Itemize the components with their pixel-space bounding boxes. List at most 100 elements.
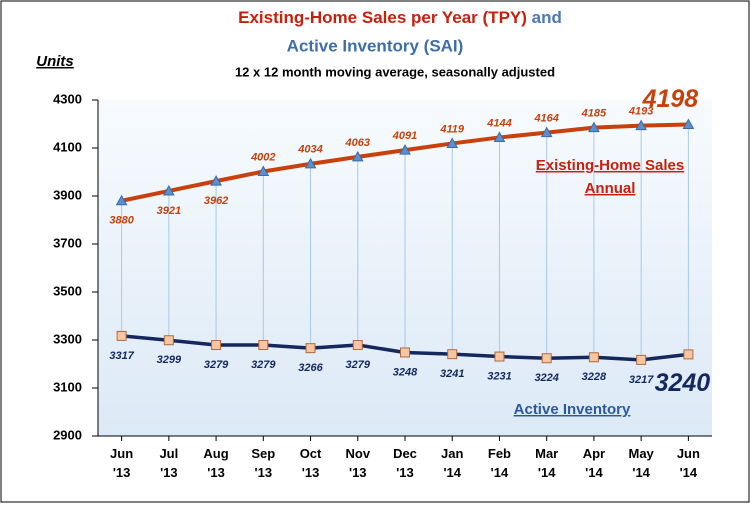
chart-subtitle: 12 x 12 month moving average, seasonally… <box>235 64 555 79</box>
value-label: 3279 <box>346 359 371 371</box>
value-label: 4091 <box>392 130 417 142</box>
y-tick-label: 3100 <box>53 379 82 394</box>
title-part: Existing-Home Sales per Year (TPY) <box>238 8 527 27</box>
x-tick-month: Jul <box>159 446 178 461</box>
marker <box>447 349 458 360</box>
marker <box>400 347 410 358</box>
chart-title-line2: Active Inventory (SAI) <box>287 36 464 55</box>
y-tick-label: 4100 <box>53 139 82 154</box>
x-tick-month: Mar <box>535 446 558 461</box>
value-label: 3241 <box>440 368 464 380</box>
x-tick-month: Sep <box>251 446 275 461</box>
marker <box>541 353 552 364</box>
x-tick-label: May '14 <box>629 446 655 480</box>
value-label: 4144 <box>486 117 511 129</box>
x-tick-month: Aug <box>203 446 228 461</box>
value-label: 3228 <box>582 371 607 383</box>
x-tick-label: Feb '14 <box>488 446 511 480</box>
marker <box>683 349 694 360</box>
value-label: 4063 <box>345 137 370 149</box>
title-part: and <box>532 8 562 27</box>
marker <box>304 157 317 169</box>
x-tick-label: Jul '13 <box>159 446 178 480</box>
x-tick-label: Dec '13 <box>393 446 417 480</box>
value-label: 3317 <box>109 350 134 362</box>
x-tick-year: '13 <box>349 465 367 480</box>
value-label: 3880 <box>109 215 134 227</box>
value-label: 3224 <box>534 372 558 384</box>
value-label: 4198 <box>642 85 699 113</box>
y-tick-label: 4300 <box>53 91 82 106</box>
x-tick-label: Sep '13 <box>251 446 275 480</box>
marker <box>116 330 127 341</box>
marker <box>211 340 222 351</box>
x-tick-year: '14 <box>491 465 509 480</box>
value-label: 3231 <box>487 370 511 382</box>
y-tick-label: 2900 <box>53 427 82 442</box>
x-tick-label: Apr '14 <box>583 446 605 480</box>
y-tick-label: 3900 <box>53 187 82 202</box>
marker <box>162 184 175 196</box>
x-tick-month: Jan <box>441 446 463 461</box>
x-tick-month: Oct <box>300 446 322 461</box>
x-tick-label: Nov '13 <box>345 446 370 480</box>
marker <box>446 137 459 148</box>
x-tick-label: Aug '13 <box>203 446 228 480</box>
value-label: 4185 <box>581 108 607 120</box>
value-label: 3248 <box>393 366 418 378</box>
marker <box>399 144 411 155</box>
y-axis-label: Units <box>36 53 74 70</box>
value-label: 3921 <box>157 205 181 217</box>
y-tick-label: 3700 <box>53 235 82 250</box>
value-label: 3279 <box>251 359 276 371</box>
value-label: 4164 <box>533 113 558 125</box>
x-tick-month: May <box>629 446 655 461</box>
x-tick-month: Dec <box>393 446 417 461</box>
value-label: 4193 <box>628 106 653 118</box>
x-tick-month: Jun <box>677 446 700 461</box>
annotation: Annual <box>585 180 636 197</box>
marker <box>682 118 695 129</box>
marker <box>352 340 363 351</box>
x-tick-year: '13 <box>113 465 131 480</box>
legend-label: Active Inventory <box>514 401 631 418</box>
marker <box>257 165 270 177</box>
marker <box>636 354 647 365</box>
marker <box>258 340 269 351</box>
value-label: 3217 <box>629 374 654 386</box>
x-tick-year: '13 <box>160 465 178 480</box>
marker <box>210 175 222 186</box>
x-tick-year: '13 <box>207 465 225 480</box>
marker <box>305 343 316 354</box>
marker <box>588 121 600 133</box>
x-tick-label: Jun '14 <box>677 446 700 480</box>
value-label: 3962 <box>204 195 228 207</box>
marker <box>115 194 128 206</box>
x-tick-year: '13 <box>255 465 273 480</box>
value-label: 3266 <box>298 362 323 374</box>
x-tick-year: '14 <box>585 465 603 480</box>
x-tick-label: Oct '13 <box>300 446 322 480</box>
x-tick-year: '14 <box>443 465 461 480</box>
marker <box>351 150 364 162</box>
x-tick-label: Jan '14 <box>441 446 463 480</box>
x-tick-year: '14 <box>680 465 698 480</box>
x-tick-month: Jun <box>110 446 133 461</box>
x-tick-year: '13 <box>302 465 320 480</box>
x-tick-year: '14 <box>632 465 650 480</box>
value-label: 4119 <box>439 123 465 135</box>
marker <box>540 126 553 138</box>
marker <box>163 335 174 346</box>
marker <box>588 352 599 363</box>
x-tick-year: '14 <box>538 465 556 480</box>
marker <box>493 131 506 142</box>
x-tick-label: Jun '13 <box>110 446 133 480</box>
value-label: 3279 <box>204 359 229 371</box>
x-tick-label: Mar '14 <box>535 446 558 480</box>
marker <box>494 351 505 362</box>
x-tick-month: Nov <box>345 446 370 461</box>
marker <box>635 119 648 131</box>
x-tick-month: Feb <box>488 446 511 461</box>
y-tick-label: 3500 <box>53 283 82 298</box>
